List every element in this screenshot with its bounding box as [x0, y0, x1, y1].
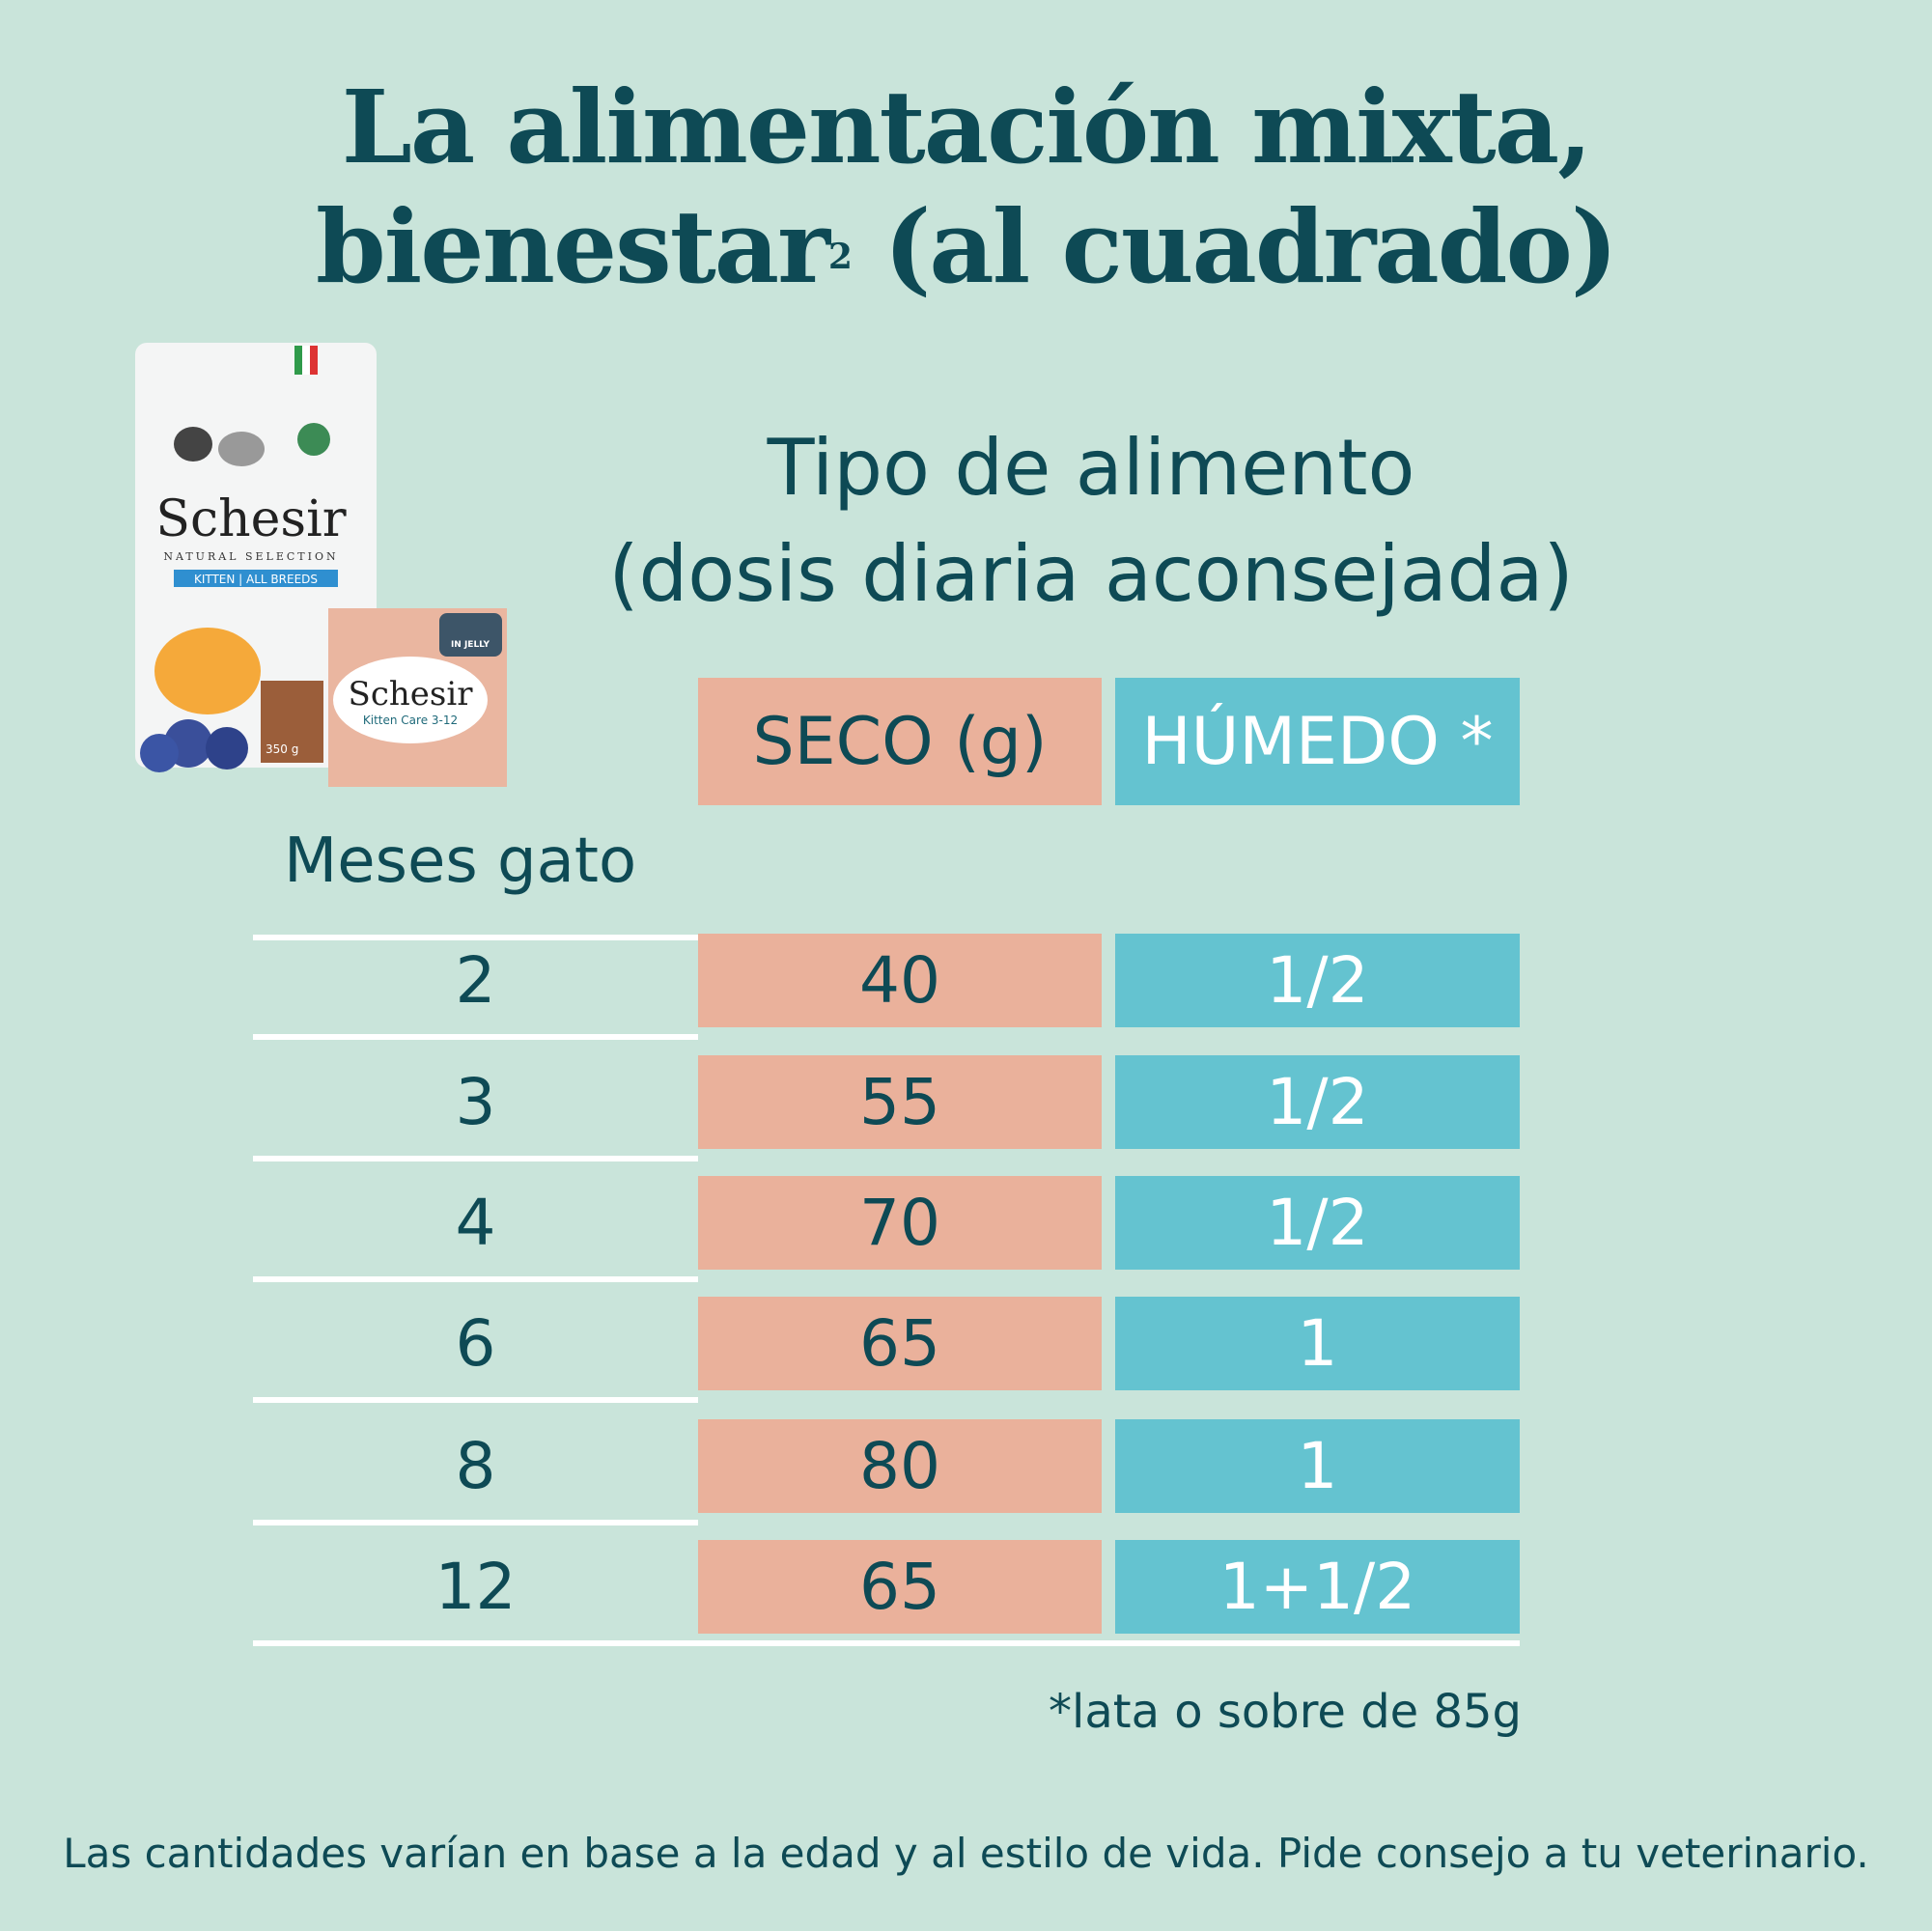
section-subtitle: Tipo de alimento (dosis diaria aconsejad…	[541, 415, 1641, 628]
row-divider	[253, 1397, 698, 1403]
bag-weight: 350 g	[266, 742, 298, 756]
table-cell-humedo: 1/2	[1115, 1055, 1520, 1149]
table-cell-seco: 70	[698, 1176, 1102, 1270]
table-cell-seco: 65	[698, 1540, 1102, 1634]
bag-line: NATURAL SELECTION	[163, 550, 338, 563]
table-cell-humedo: 1/2	[1115, 1176, 1520, 1270]
can-line: Kitten Care 3-12	[363, 714, 458, 727]
title-superscript: 2	[827, 237, 853, 277]
row-divider	[253, 1640, 1520, 1646]
subtitle-line-1: Tipo de alimento	[767, 423, 1415, 513]
table-cell-humedo: 1+1/2	[1115, 1540, 1520, 1634]
table-row-months: 4	[455, 1186, 496, 1260]
table-row-months: 2	[455, 943, 496, 1018]
title-line-1: La alimentación mixta,	[341, 68, 1593, 186]
footnote: *lata o sobre de 85g	[1049, 1685, 1522, 1739]
disclaimer: Las cantidades varían en base a la edad …	[63, 1830, 1869, 1877]
product-image: Schesir NATURAL SELECTION KITTEN | ALL B…	[135, 343, 507, 787]
table-cell-seco: 65	[698, 1297, 1102, 1390]
row-divider	[253, 935, 698, 940]
table-cell-seco: 40	[698, 934, 1102, 1027]
table-row-months: 12	[434, 1550, 517, 1624]
row-divider	[253, 1156, 698, 1161]
table-row-months: 8	[455, 1429, 496, 1503]
can-brand-logo: Schesir	[349, 675, 474, 714]
can-badge: IN JELLY	[451, 640, 490, 650]
bag-brand-logo: Schesir	[155, 490, 346, 548]
table-cell-seco: 80	[698, 1419, 1102, 1513]
subtitle-line-2: (dosis diaria aconsejada)	[608, 529, 1574, 619]
title-line-2: bienestar2 (al cuadrado)	[0, 187, 1932, 307]
table-cell-humedo: 1/2	[1115, 934, 1520, 1027]
table-cell-humedo: 1	[1115, 1419, 1520, 1513]
row-divider	[253, 1034, 698, 1040]
column-header-seco: SECO (g)	[698, 678, 1102, 805]
column-header-humedo: HÚMEDO *	[1115, 678, 1520, 805]
page-title: La alimentación mixta, bienestar2 (al cu…	[0, 68, 1932, 307]
table-cell-seco: 55	[698, 1055, 1102, 1149]
title-suffix: (al cuadrado)	[850, 187, 1618, 306]
table-row-months: 6	[455, 1306, 496, 1381]
table-cell-humedo: 1	[1115, 1297, 1520, 1390]
row-header-meses: Meses gato	[284, 826, 637, 897]
bag-band: KITTEN | ALL BREEDS	[194, 573, 318, 586]
title-word: bienestar	[315, 187, 830, 306]
row-divider	[253, 1276, 698, 1282]
row-divider	[253, 1520, 698, 1525]
table-row-months: 3	[455, 1065, 496, 1139]
